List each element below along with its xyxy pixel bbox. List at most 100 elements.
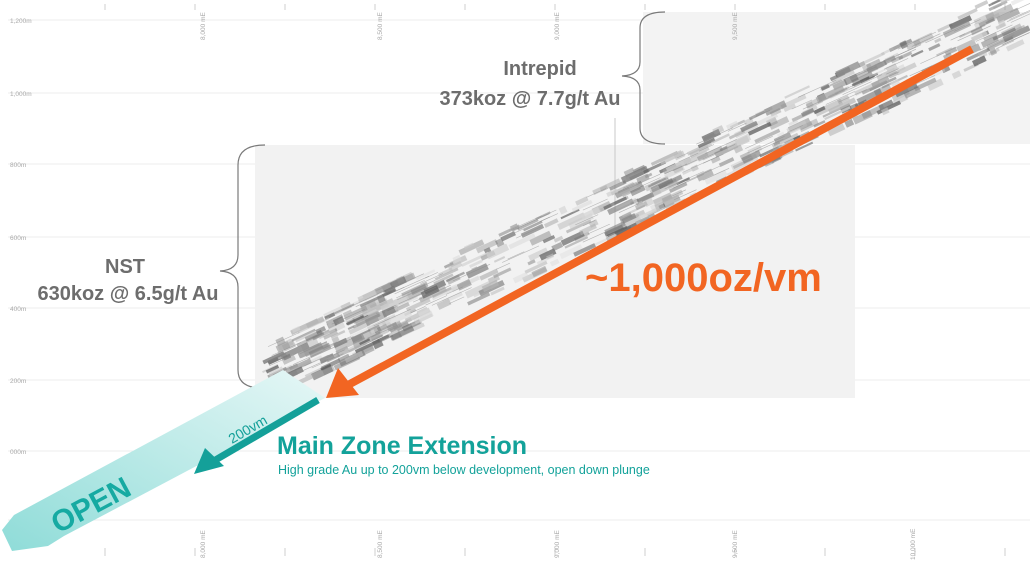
orebody-drive — [498, 224, 521, 237]
orebody-drive — [564, 236, 589, 249]
orebody-decline — [702, 168, 730, 181]
orebody-drive — [650, 200, 665, 213]
orebody-drive — [291, 325, 301, 334]
orebody-drive — [993, 3, 1003, 10]
orebody-drive — [764, 100, 787, 116]
orebody-drive — [529, 230, 552, 246]
orebody-drive — [690, 164, 699, 172]
easting-label: 9,500 mE — [732, 12, 739, 40]
orebody-decline — [582, 220, 596, 227]
orebody-decline — [355, 289, 395, 307]
orebody-drive — [580, 206, 601, 220]
orebody-decline — [672, 159, 698, 172]
orebody-decline — [1001, 32, 1030, 46]
orebody-decline — [299, 341, 327, 355]
orebody-drive — [880, 47, 894, 56]
orebody-drive — [788, 119, 799, 127]
orebody-decline — [851, 66, 877, 79]
orebody-drive — [490, 286, 505, 296]
orebody-decline — [425, 295, 448, 306]
easting-ticks — [104, 4, 1006, 556]
orebody-decline — [396, 286, 426, 301]
orebody-drive — [365, 316, 380, 327]
orebody-drive — [801, 107, 815, 117]
orebody-decline — [797, 79, 837, 98]
orebody-drive — [560, 230, 585, 246]
orebody-drive — [275, 336, 286, 347]
orebody-decline — [502, 245, 540, 263]
orebody-drive — [461, 251, 490, 267]
orebody-drive — [635, 201, 648, 211]
easting-label: 9,000 mE — [554, 12, 561, 40]
orebody-decline — [682, 155, 719, 173]
orebody-drive — [500, 231, 516, 242]
orebody-drive — [942, 20, 971, 38]
orebody-drive — [903, 86, 922, 99]
orebody-drive — [832, 79, 848, 91]
orebody-decline — [664, 163, 688, 174]
orebody-drive — [531, 265, 548, 278]
orebody-drive — [442, 291, 463, 305]
orebody-drive — [786, 120, 808, 135]
orebody-drive — [275, 340, 291, 353]
orebody-drive — [866, 59, 888, 74]
orebody-drive — [768, 116, 790, 130]
orebody-drive — [559, 244, 583, 260]
orebody-drive — [310, 364, 334, 381]
orebody-decline — [587, 223, 610, 235]
orebody-decline — [304, 354, 329, 367]
orebody-decline — [582, 224, 623, 243]
orebody-drive — [827, 123, 846, 137]
orebody-decline — [886, 68, 900, 75]
orebody-drive — [650, 177, 674, 193]
orebody-drive — [835, 61, 861, 78]
orebody-drive — [305, 316, 325, 329]
orebody-drive — [996, 7, 1021, 24]
orebody-decline — [747, 136, 785, 154]
orebody-drive — [866, 58, 881, 69]
easting-label: 8,500 mE — [377, 530, 384, 558]
orebody-drive — [856, 88, 883, 106]
orebody-drive — [635, 200, 644, 206]
orebody-drive — [348, 342, 367, 353]
orebody-drive — [665, 156, 692, 173]
orebody-drive — [995, 22, 1006, 30]
orebody-decline — [271, 342, 301, 356]
orebody-drive — [415, 269, 436, 281]
orebody-drive — [330, 330, 346, 339]
orebody-drive — [664, 165, 686, 179]
orebody-drive — [479, 268, 499, 281]
orebody-drive — [659, 150, 683, 165]
easting-label: 9,000 mE — [554, 530, 561, 558]
orebody-decline — [996, 40, 1015, 49]
orebody-drive — [934, 37, 942, 44]
orebody-drive — [669, 181, 688, 193]
orebody-drive — [913, 77, 937, 92]
orebody-drive — [512, 271, 529, 284]
orebody-drive — [966, 47, 991, 62]
orebody-drive — [389, 325, 415, 341]
orebody-decline — [975, 24, 1013, 42]
orebody-drive — [733, 144, 744, 154]
orebody-drive — [970, 30, 988, 42]
orebody-drive — [748, 110, 766, 121]
orebody-decline — [754, 110, 771, 118]
orebody-drive — [740, 120, 759, 133]
orebody-drive — [885, 63, 899, 74]
orebody-decline — [1006, 11, 1030, 22]
orebody-drive — [318, 328, 336, 340]
orebody-decline — [618, 203, 640, 213]
orebody-decline — [877, 46, 917, 65]
rl-label: 400m — [10, 306, 26, 313]
open-arrow — [2, 370, 325, 551]
orebody-decline — [802, 93, 839, 110]
orebody-drive — [726, 120, 739, 131]
orebody-drive — [347, 325, 355, 331]
orebody-drive — [467, 292, 491, 306]
orebody-drive — [539, 248, 557, 261]
orebody-drive — [348, 321, 371, 335]
orebody-drive — [294, 329, 317, 343]
rl-label: 1,200m — [10, 18, 32, 25]
orebody-decline — [307, 343, 343, 360]
